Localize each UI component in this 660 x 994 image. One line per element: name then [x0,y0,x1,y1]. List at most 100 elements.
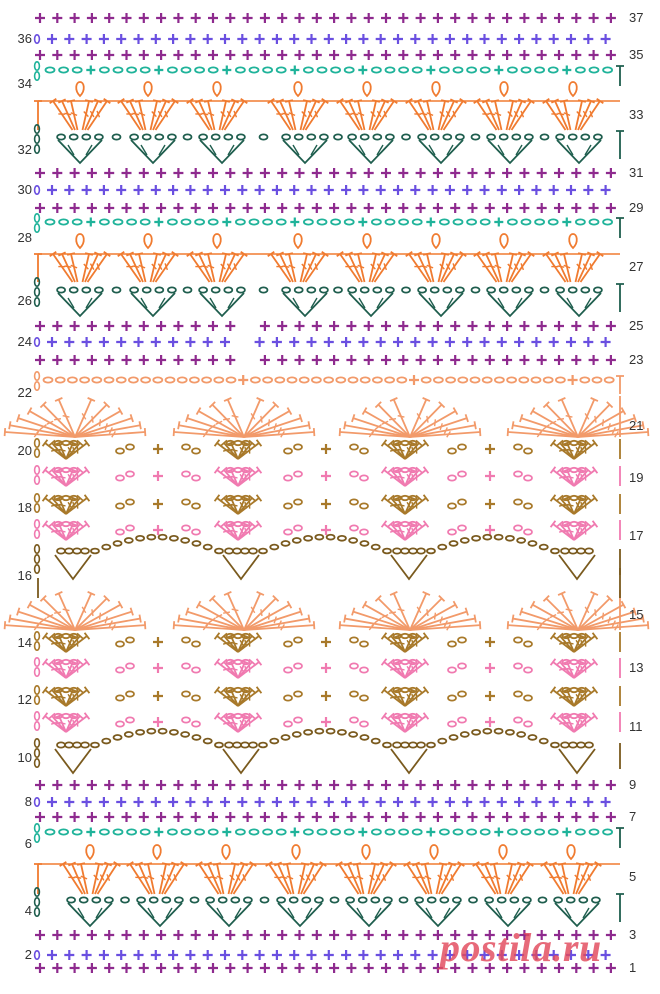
dc-mark [375,424,382,430]
dc-top [223,397,232,402]
dc-stitch [404,635,427,653]
chain-stitch [411,828,423,836]
sc-stitch [323,34,334,44]
dc-top [286,407,293,415]
dc-top [353,252,363,256]
sc-stitch [415,50,426,60]
sc-stitch [69,355,80,365]
chain-stitch [565,896,576,904]
dc-mark [576,263,582,270]
sc-stitch [220,797,230,807]
sc-stitch [432,203,443,213]
chain-stitch [157,533,168,541]
sc-stitch [190,321,201,331]
turning-chain [33,640,41,651]
dc-top [550,251,560,257]
chain-stitch [408,686,418,694]
dc-top [646,621,650,630]
dc-top [171,250,179,258]
dc-stitch [409,597,443,631]
chain-stitch [180,66,192,74]
sc-stitch [311,963,322,973]
turning-chain [33,380,41,391]
dc-top [407,659,417,665]
sc-stitch [566,337,576,347]
dc-stitch [577,100,592,131]
chain-stitch [560,741,570,749]
dc-mark [439,263,445,270]
dc-top [508,252,518,256]
sc-stitch [208,13,218,23]
dc-stitch [211,404,245,438]
dc-mark [111,430,116,438]
dc-top [94,862,104,866]
chain-stitch [370,543,381,551]
sc-stitch [237,34,248,44]
dc-top [506,427,510,437]
dc-mark [416,413,422,420]
sc-stitch [156,168,167,178]
dc-top [143,427,147,437]
sc-stitch [415,168,426,178]
chain-stitch [584,741,594,749]
chain-stitch [417,133,428,141]
dc-stitch [339,624,411,631]
sc-stitch [519,203,530,213]
sc-stitch [133,337,144,347]
dc-top [508,99,518,103]
chain-stitch [345,896,356,904]
dc-top [311,251,321,257]
dc-top [208,401,216,409]
sc-stitch [432,168,443,178]
chain-stitch [293,286,304,294]
sc-stitch [208,963,218,973]
chain-stitch [513,662,523,670]
row-number-13: 13 [629,660,644,675]
dc-mark [64,265,72,268]
chain-stitch [234,66,246,74]
sc-stitch [432,963,443,973]
chain-stitch [524,286,534,294]
chain-stitch [181,690,191,698]
chain-stitch [414,896,425,904]
chain-stitch [232,547,242,555]
dc-top [83,712,91,720]
chain-stitch [104,896,114,904]
chain-stitch [398,896,409,904]
sc-stitch [432,812,443,822]
dc-top [380,658,388,666]
sc-stitch [381,321,391,331]
chain-stitch [198,286,209,294]
chain-stitch [534,828,545,836]
dc-mark [397,641,405,645]
sc-stitch [548,34,559,44]
dc-stitch [494,100,503,131]
sc-stitch [605,203,616,213]
chain-stitch [359,720,369,728]
sc-stitch [311,203,322,213]
sc-stitch [502,812,513,822]
sc-stitch [467,203,478,213]
dc-top [459,250,467,258]
dc-top [240,495,250,501]
dc-mark [40,617,47,623]
dc-top [66,252,76,256]
dc-top [449,251,459,257]
dc-top [68,521,78,527]
sc-stitch [311,930,322,940]
dc-top [203,861,213,867]
sc-stitch [323,185,334,195]
dc-top [393,633,403,639]
dc-stitch [520,610,579,631]
sc-stitch [363,13,374,23]
dc-top [213,632,221,640]
dc-top [526,861,534,867]
dc-top [226,440,236,446]
dc-stitch [237,689,260,707]
chain-stitch [293,133,304,141]
sc-stitch [138,13,149,23]
sc-stitch [237,185,248,195]
dc-mark [584,413,590,420]
sc-stitch [358,337,369,347]
dc-top [134,861,144,867]
